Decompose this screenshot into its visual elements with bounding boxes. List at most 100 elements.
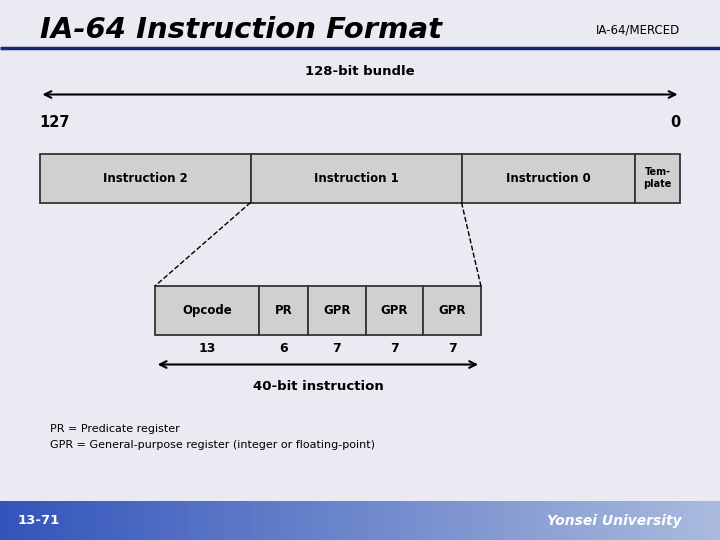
- Bar: [554, 501, 562, 540]
- Bar: [662, 501, 670, 540]
- Bar: [569, 501, 576, 540]
- Bar: [562, 501, 569, 540]
- Bar: [462, 154, 635, 202]
- Bar: [302, 501, 310, 540]
- Bar: [612, 501, 619, 540]
- Bar: [403, 501, 410, 540]
- Bar: [238, 501, 245, 540]
- Bar: [353, 501, 360, 540]
- Bar: [418, 501, 425, 540]
- Bar: [22, 501, 29, 540]
- Text: Instruction 1: Instruction 1: [314, 172, 398, 185]
- Bar: [281, 501, 288, 540]
- Text: Yonsei University: Yonsei University: [547, 514, 682, 528]
- Text: Instruction 0: Instruction 0: [506, 172, 590, 185]
- Text: 7: 7: [390, 342, 399, 355]
- Text: 0: 0: [670, 115, 680, 130]
- Bar: [605, 501, 612, 540]
- Bar: [432, 501, 439, 540]
- Bar: [40, 154, 251, 202]
- Bar: [677, 501, 684, 540]
- Bar: [626, 501, 634, 540]
- Bar: [144, 501, 151, 540]
- Text: PR: PR: [275, 304, 292, 317]
- Bar: [454, 501, 461, 540]
- Bar: [155, 286, 259, 335]
- Text: 13-71: 13-71: [18, 514, 60, 527]
- Bar: [583, 501, 590, 540]
- Bar: [490, 501, 497, 540]
- Bar: [366, 286, 423, 335]
- Text: 13: 13: [198, 342, 216, 355]
- Text: IA-64/MERCED: IA-64/MERCED: [596, 23, 680, 36]
- Text: 6: 6: [279, 342, 288, 355]
- Bar: [526, 501, 533, 540]
- Bar: [374, 501, 382, 540]
- Bar: [245, 501, 252, 540]
- Text: 40-bit instruction: 40-bit instruction: [253, 380, 383, 393]
- Bar: [598, 501, 605, 540]
- Text: Opcode: Opcode: [182, 304, 232, 317]
- Bar: [259, 501, 266, 540]
- Bar: [670, 501, 677, 540]
- Bar: [698, 501, 706, 540]
- Text: GPR: GPR: [381, 304, 408, 317]
- Text: IA-64 Instruction Format: IA-64 Instruction Format: [40, 16, 441, 44]
- Text: 7: 7: [448, 342, 456, 355]
- Bar: [58, 501, 65, 540]
- Bar: [338, 501, 346, 540]
- Bar: [7, 501, 14, 540]
- Bar: [166, 501, 173, 540]
- Bar: [158, 501, 166, 540]
- Text: Tem-
plate: Tem- plate: [644, 167, 672, 189]
- Bar: [101, 501, 108, 540]
- Bar: [202, 501, 209, 540]
- Bar: [180, 501, 187, 540]
- Bar: [461, 501, 468, 540]
- Bar: [43, 501, 50, 540]
- Bar: [295, 501, 302, 540]
- Bar: [482, 501, 490, 540]
- Bar: [540, 501, 547, 540]
- Bar: [251, 154, 462, 202]
- Bar: [439, 501, 446, 540]
- Bar: [324, 501, 331, 540]
- Bar: [619, 501, 626, 540]
- Bar: [79, 501, 86, 540]
- Bar: [50, 501, 58, 540]
- Bar: [310, 501, 317, 540]
- Bar: [655, 501, 662, 540]
- Bar: [0, 501, 7, 540]
- Bar: [684, 501, 691, 540]
- Bar: [151, 501, 158, 540]
- Bar: [648, 501, 655, 540]
- Bar: [475, 501, 482, 540]
- Bar: [468, 501, 475, 540]
- Bar: [317, 501, 324, 540]
- Bar: [72, 501, 79, 540]
- Bar: [36, 501, 43, 540]
- Bar: [194, 501, 202, 540]
- Bar: [130, 501, 137, 540]
- Bar: [410, 501, 418, 540]
- Text: GPR: GPR: [438, 304, 466, 317]
- Bar: [367, 501, 374, 540]
- Bar: [65, 501, 72, 540]
- Bar: [423, 286, 481, 335]
- Bar: [446, 501, 454, 540]
- Bar: [308, 286, 366, 335]
- Bar: [518, 501, 526, 540]
- Text: GPR: GPR: [323, 304, 351, 317]
- Bar: [288, 501, 295, 540]
- Bar: [634, 501, 641, 540]
- Bar: [209, 501, 216, 540]
- Bar: [108, 501, 115, 540]
- Text: Instruction 2: Instruction 2: [103, 172, 187, 185]
- Bar: [497, 501, 504, 540]
- Text: 127: 127: [40, 115, 70, 130]
- Bar: [360, 501, 367, 540]
- Bar: [590, 501, 598, 540]
- Bar: [14, 501, 22, 540]
- Bar: [266, 501, 274, 540]
- Bar: [389, 501, 396, 540]
